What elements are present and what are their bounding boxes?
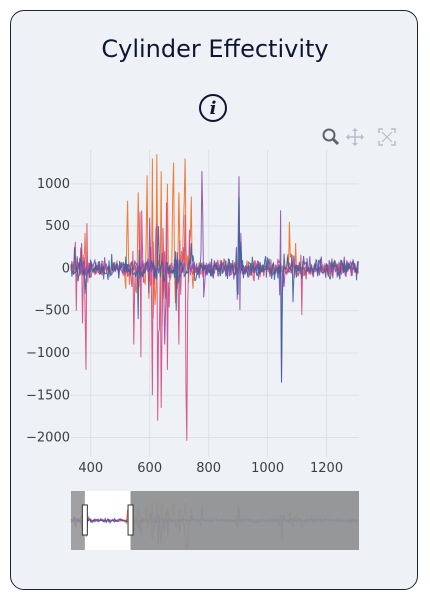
range-selector-mask-left — [71, 491, 85, 550]
y-tick-label: 1000 — [37, 177, 70, 192]
y-tick-label: −500 — [34, 304, 70, 319]
x-tick-label: 800 — [196, 461, 221, 476]
y-tick-label: −1500 — [26, 388, 70, 403]
autoscale-icon[interactable] — [378, 128, 396, 146]
series-line — [70, 171, 359, 381]
x-tick-label: 1200 — [310, 461, 343, 476]
x-tick-label: 400 — [78, 461, 103, 476]
page-title: Cylinder Effectivity — [101, 35, 329, 63]
y-tick-label: 0 — [62, 261, 70, 276]
y-tick-label: −2000 — [26, 431, 70, 446]
x-tick-label: 600 — [137, 461, 162, 476]
y-tick-label: −1000 — [26, 346, 70, 361]
range-handle-right[interactable] — [127, 504, 134, 536]
range-handle-left[interactable] — [81, 504, 88, 536]
series-line — [70, 154, 359, 327]
range-selector-mask-right — [130, 491, 359, 550]
series-line — [70, 196, 359, 383]
x-tick-label: 1000 — [251, 461, 284, 476]
y-tick-label: 500 — [45, 219, 70, 234]
info-icon[interactable]: i — [199, 94, 227, 122]
zoom-icon[interactable] — [322, 128, 340, 146]
series-line — [70, 202, 359, 441]
pan-icon[interactable] — [346, 128, 364, 146]
